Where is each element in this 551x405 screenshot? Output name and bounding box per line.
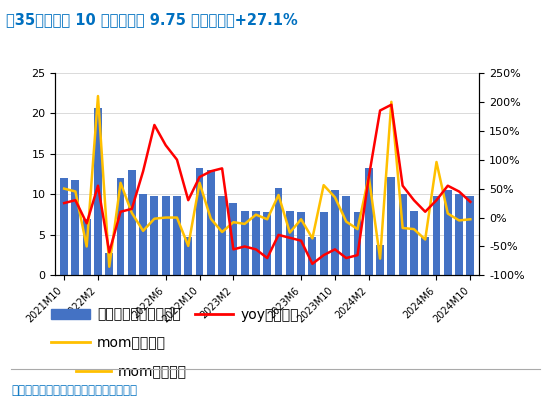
Bar (274, 188, 283, 275)
Bar (342, 196, 350, 275)
Legend: mom（右轴）: mom（右轴） (46, 330, 171, 356)
Bar (455, 194, 463, 275)
Bar (162, 196, 170, 275)
Text: 图35：金新农 10 月销售生猪 9.75 万头，同比+27.1%: 图35：金新农 10 月销售生猪 9.75 万头，同比+27.1% (6, 12, 297, 27)
Bar (399, 194, 407, 275)
Bar (173, 196, 181, 275)
Bar (117, 178, 125, 275)
Bar (422, 237, 429, 275)
Bar (309, 237, 316, 275)
Bar (297, 212, 305, 275)
Bar (444, 190, 452, 275)
Bar (229, 202, 237, 275)
Bar (72, 180, 79, 275)
Bar (207, 170, 215, 275)
Legend: mom（右轴）: mom（右轴） (71, 359, 192, 384)
Bar (410, 211, 418, 275)
Bar (241, 211, 249, 275)
Bar (94, 108, 102, 275)
Bar (83, 219, 91, 275)
Bar (184, 237, 192, 275)
Bar (433, 196, 440, 275)
Bar (286, 211, 294, 275)
Bar (150, 196, 158, 275)
Bar (320, 212, 328, 275)
Bar (354, 212, 361, 275)
Bar (331, 190, 339, 275)
Bar (252, 211, 260, 275)
Bar (263, 212, 271, 275)
Bar (466, 196, 474, 275)
Bar (105, 253, 113, 275)
Bar (376, 245, 384, 275)
Bar (139, 194, 147, 275)
Bar (218, 196, 226, 275)
Bar (196, 168, 203, 275)
Bar (365, 168, 372, 275)
Bar (387, 177, 395, 275)
Legend: 销售量（万头，左轴）, yoy（右轴）: 销售量（万头，左轴）, yoy（右轴） (46, 302, 305, 327)
Bar (60, 178, 68, 275)
Text: 数据来源：金新农公告、开源证券研究所: 数据来源：金新农公告、开源证券研究所 (11, 384, 137, 397)
Bar (128, 170, 136, 275)
